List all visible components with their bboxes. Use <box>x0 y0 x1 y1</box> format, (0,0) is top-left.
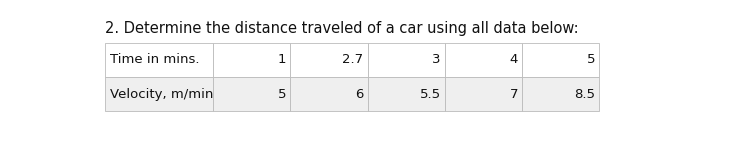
Bar <box>445 43 522 77</box>
Bar <box>368 43 445 77</box>
Text: 2. Determine the distance traveled of a car using all data below:: 2. Determine the distance traveled of a … <box>105 21 579 36</box>
Bar <box>213 43 290 77</box>
Text: 8.5: 8.5 <box>574 88 596 101</box>
Text: 2.7: 2.7 <box>342 53 364 66</box>
Text: 7: 7 <box>509 88 518 101</box>
Text: 1: 1 <box>278 53 286 66</box>
Bar <box>290 77 368 111</box>
Text: 5.5: 5.5 <box>420 88 441 101</box>
Bar <box>368 77 445 111</box>
Text: 3: 3 <box>432 53 441 66</box>
Text: 4: 4 <box>510 53 518 66</box>
Bar <box>213 77 290 111</box>
Bar <box>522 77 599 111</box>
Text: 5: 5 <box>586 53 596 66</box>
Text: Velocity, m/min: Velocity, m/min <box>110 88 214 101</box>
Bar <box>445 77 522 111</box>
Bar <box>105 43 213 77</box>
Text: 6: 6 <box>355 88 364 101</box>
Text: Time in mins.: Time in mins. <box>110 53 200 66</box>
Bar <box>105 77 213 111</box>
Bar <box>522 43 599 77</box>
Text: 5: 5 <box>278 88 286 101</box>
Bar <box>290 43 368 77</box>
